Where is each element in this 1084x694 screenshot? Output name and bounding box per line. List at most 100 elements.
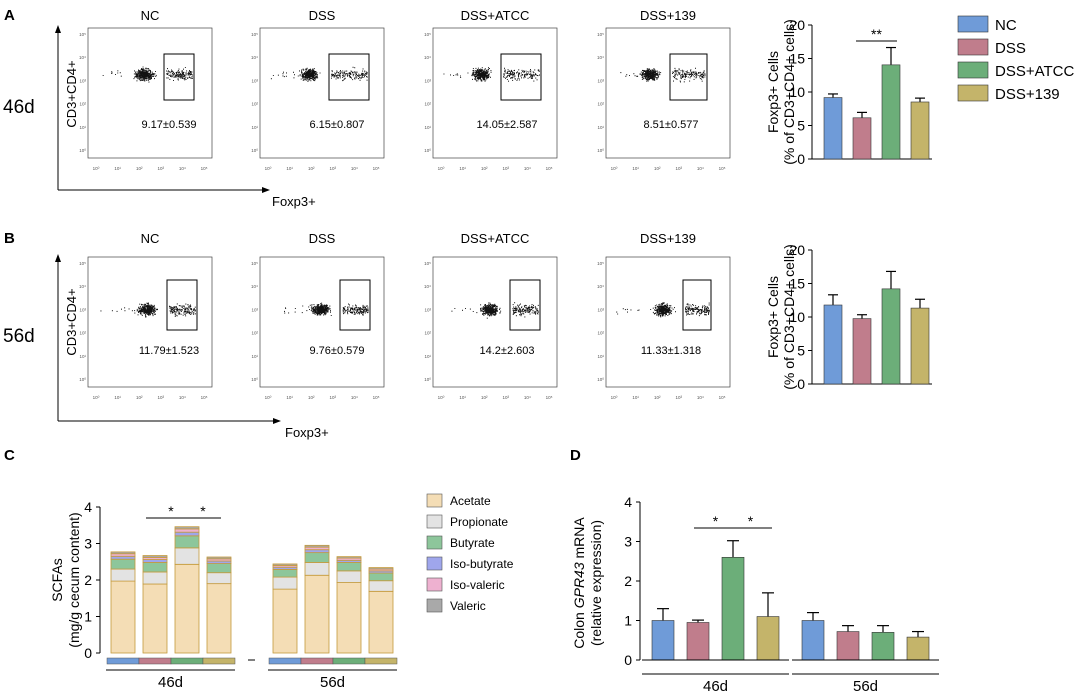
flow-x-tick-label: 10⁰ — [265, 166, 272, 171]
legend-swatch — [426, 598, 443, 613]
legend-swatch — [957, 61, 989, 79]
flow-plot-a-3: DSS+ATCC 14.05±2.587 10⁰ 10⁰ 10¹ 10¹ 10² 10² 1… — [424, 8, 558, 171]
gate-value: 8.51±0.577 — [644, 119, 699, 131]
foxp3-gate — [509, 279, 541, 331]
flow-x-tick-label: 10³ — [676, 395, 683, 400]
flow-x-tick-label: 10³ — [330, 166, 337, 171]
flow-plot-title: DSS+ATCC — [461, 8, 530, 23]
flow-dot-cloud — [270, 66, 368, 83]
legend-label: Iso-butyrate — [450, 557, 514, 571]
gate-value: 14.2±2.603 — [480, 345, 535, 357]
flow-y-tick-label: 10² — [79, 331, 86, 336]
flow-dots-path — [443, 67, 540, 82]
flow-y-tick-label: 10² — [251, 102, 258, 107]
flow-dots-path — [102, 66, 193, 83]
legend-label: Propionate — [450, 515, 508, 529]
stack-segment-propionate — [272, 576, 298, 590]
category-strip — [202, 657, 236, 665]
d-ylabel-suffix: mRNA — [571, 517, 587, 563]
category-strip — [332, 657, 366, 665]
flow-y-tick-label: 10³ — [79, 307, 86, 312]
y-tick-label: 10 — [789, 84, 805, 100]
legend-swatch — [426, 556, 443, 571]
flow-y-tick-label: 10³ — [597, 78, 604, 83]
flow-y-tick-label: 10¹ — [424, 125, 431, 130]
flow-plot-frame — [259, 256, 385, 388]
stack-segment-valeric — [368, 567, 394, 570]
y-tick-label: 3 — [624, 534, 632, 550]
stack-segment-butyrate — [272, 569, 298, 578]
flow-x-tick-label: 10⁴ — [697, 166, 704, 171]
flow-dots-path — [451, 302, 539, 319]
flow-dots-path — [616, 301, 710, 318]
gate-value: 6.15±0.807 — [310, 119, 365, 131]
stacked-bar-chart-scfas: 0 1 2 3 4 SCFAs (mg/g cecum content) 46d 56d * * — [49, 499, 398, 691]
flow-y-tick-label: 10⁵ — [251, 261, 258, 266]
bar-dss-atcc — [871, 632, 895, 661]
flow-y-tick-label: 10⁴ — [251, 284, 258, 289]
legend-label: NC — [995, 17, 1017, 34]
category-strip — [300, 657, 334, 665]
stack-segment-valeric — [142, 555, 168, 558]
flow-x-tick-label: 10¹ — [114, 166, 121, 171]
d-ylabel-2: (relative expression) — [588, 520, 604, 646]
flow-plot-title: DSS+ATCC — [461, 231, 530, 246]
day-label-b: 56d — [3, 326, 35, 347]
stack-segment-valeric — [110, 551, 136, 555]
flow-plot-title: NC — [141, 8, 160, 23]
bar-dss — [852, 318, 872, 385]
panel-letter-d: D — [570, 447, 581, 464]
bar-dss — [686, 622, 710, 661]
flow-dot-cloud — [616, 301, 710, 318]
flow-y-tick-label: 10⁴ — [597, 284, 604, 289]
legend-label: DSS+ATCC — [995, 63, 1074, 80]
foxp3-gate — [669, 53, 708, 101]
flow-plot-frame — [605, 27, 731, 159]
flow-y-tick-label: 10⁰ — [251, 148, 258, 153]
flow-dots-path — [270, 66, 368, 83]
flow-x-tick-label: 10⁰ — [611, 166, 618, 171]
foxp3-gate — [339, 279, 371, 331]
gate-value: 11.79±1.523 — [139, 345, 199, 357]
legend-swatch — [957, 84, 989, 102]
group-label: 56d — [320, 674, 345, 691]
flow-dot-cloud — [100, 302, 196, 318]
flow-x-tick-label: 10⁵ — [546, 395, 553, 400]
flow-y-tick-label: 10⁵ — [424, 261, 431, 266]
flow-x-tick-label: 10² — [136, 395, 143, 400]
flow-y-axis-label: CD3+CD4+ — [64, 60, 79, 127]
gate-value: 14.05±2.587 — [476, 119, 537, 131]
category-strip — [106, 657, 140, 665]
flow-y-tick-label: 10⁴ — [424, 55, 431, 60]
bar-nc — [651, 620, 675, 661]
legend-swatch — [426, 493, 443, 508]
legend-swatch — [426, 535, 443, 550]
flow-x-tick-label: 10² — [481, 166, 488, 171]
bar-dss-atcc — [881, 64, 901, 160]
flow-x-tick-label: 10⁵ — [719, 166, 726, 171]
category-strip — [138, 657, 172, 665]
flow-dots-path — [284, 302, 369, 317]
flow-y-tick-label: 10³ — [79, 78, 86, 83]
flow-x-tick-label: 10⁵ — [546, 166, 553, 171]
flow-x-tick-label: 10³ — [503, 395, 510, 400]
stack-segment-valeric — [304, 544, 330, 548]
flow-plot-b-3: DSS+ATCC 14.2±2.603 10⁰ 10⁰ 10¹ 10¹ 10² 10² 10… — [424, 231, 558, 400]
gate-value: 9.76±0.579 — [310, 345, 365, 357]
flow-plot-a-1: NC 9.17±0.539 10⁰ 10⁰ 10¹ 10¹ 10² 10² 10³ 10³ 10… — [79, 8, 213, 171]
group-label: 56d — [853, 678, 878, 694]
flow-y-tick-label: 10³ — [251, 78, 258, 83]
flow-x-tick-label: 10² — [481, 395, 488, 400]
stack-segment-butyrate — [174, 535, 200, 549]
legend-label: DSS — [995, 40, 1026, 57]
y-tick-label: 5 — [797, 343, 805, 359]
stack-segment-iso-valeric — [174, 528, 200, 533]
flow-y-tick-label: 10² — [424, 102, 431, 107]
flow-y-tick-label: 10¹ — [251, 125, 258, 130]
flow-plot-title: DSS+139 — [640, 231, 696, 246]
y-tick-label: 1 — [624, 613, 632, 629]
flow-y-tick-label: 10² — [424, 331, 431, 336]
stack-segment-butyrate — [368, 572, 394, 582]
flow-y-tick-label: 10¹ — [79, 354, 86, 359]
flow-y-tick-label: 10⁵ — [79, 261, 86, 266]
